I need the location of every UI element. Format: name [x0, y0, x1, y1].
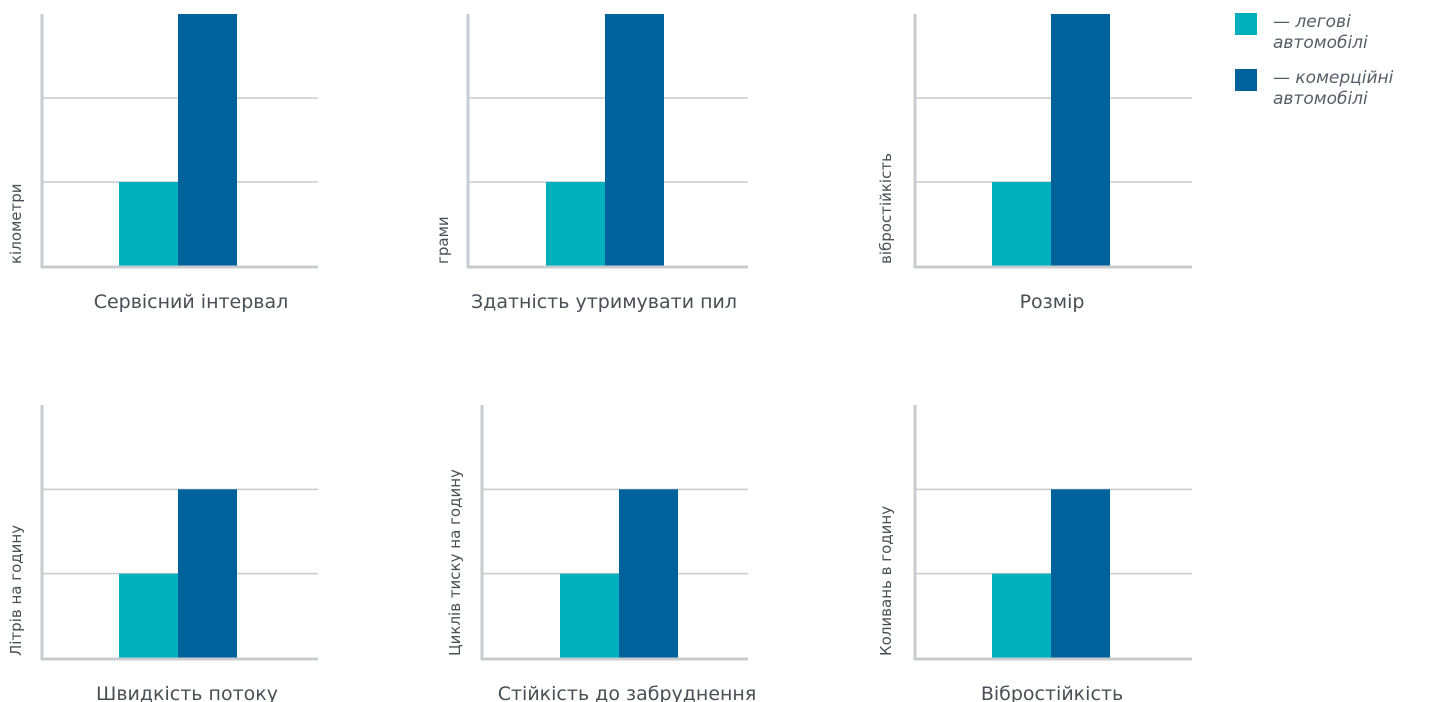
chart-title: Швидкість потоку — [96, 683, 278, 702]
chart-5: Циклів тиску на годину Стійкість до забру… — [446, 405, 756, 702]
chart-1: кілометри Сервісний інтервал — [7, 14, 318, 313]
bar-passenger — [119, 182, 178, 266]
bar-commercial — [605, 14, 664, 266]
legend-label-passenger: — легові автомобілі — [1273, 12, 1368, 53]
bar-commercial — [1051, 14, 1110, 266]
bar-passenger — [992, 182, 1051, 266]
chart-title: Стійкість до забруднення — [498, 683, 757, 702]
chart-title: Сервісний інтервал — [94, 291, 289, 313]
chart-title: Розмір — [1020, 291, 1085, 313]
chart-4: Літрів на годину Швидкість потоку — [7, 405, 318, 702]
chart-title: Вібростійкість — [981, 683, 1123, 702]
chart-2: грами Здатність утримувати пил — [434, 14, 748, 313]
bar-commercial — [178, 489, 237, 658]
chart-6: Коливань в годину Вібростійкість — [877, 405, 1192, 702]
y-axis-label: кілометри — [7, 183, 25, 264]
y-axis-label: Циклів тиску на годину — [446, 469, 464, 656]
bar-commercial — [619, 489, 678, 658]
bar-commercial — [178, 14, 237, 266]
legend-swatch-passenger — [1235, 13, 1257, 35]
y-axis-label: вібростійкість — [877, 153, 895, 264]
y-axis-label: Літрів на годину — [7, 525, 25, 656]
bar-passenger — [992, 573, 1051, 658]
legend-label-commercial: — комерційні автомобілі — [1273, 68, 1394, 109]
y-axis-label: грами — [434, 216, 452, 264]
chart-3: вібростійкість Розмір — [877, 14, 1192, 313]
bar-passenger — [560, 573, 619, 658]
legend: — легові автомобілі — комерційні автомоб… — [1235, 12, 1425, 124]
bar-passenger — [546, 182, 605, 266]
legend-swatch-commercial — [1235, 69, 1257, 91]
bar-passenger — [119, 573, 178, 658]
bar-commercial — [1051, 489, 1110, 658]
legend-item-passenger: — легові автомобілі — [1235, 12, 1425, 54]
legend-item-commercial: — комерційні автомобілі — [1235, 68, 1425, 110]
chart-title: Здатність утримувати пил — [471, 291, 737, 313]
y-axis-label: Коливань в годину — [877, 506, 895, 656]
